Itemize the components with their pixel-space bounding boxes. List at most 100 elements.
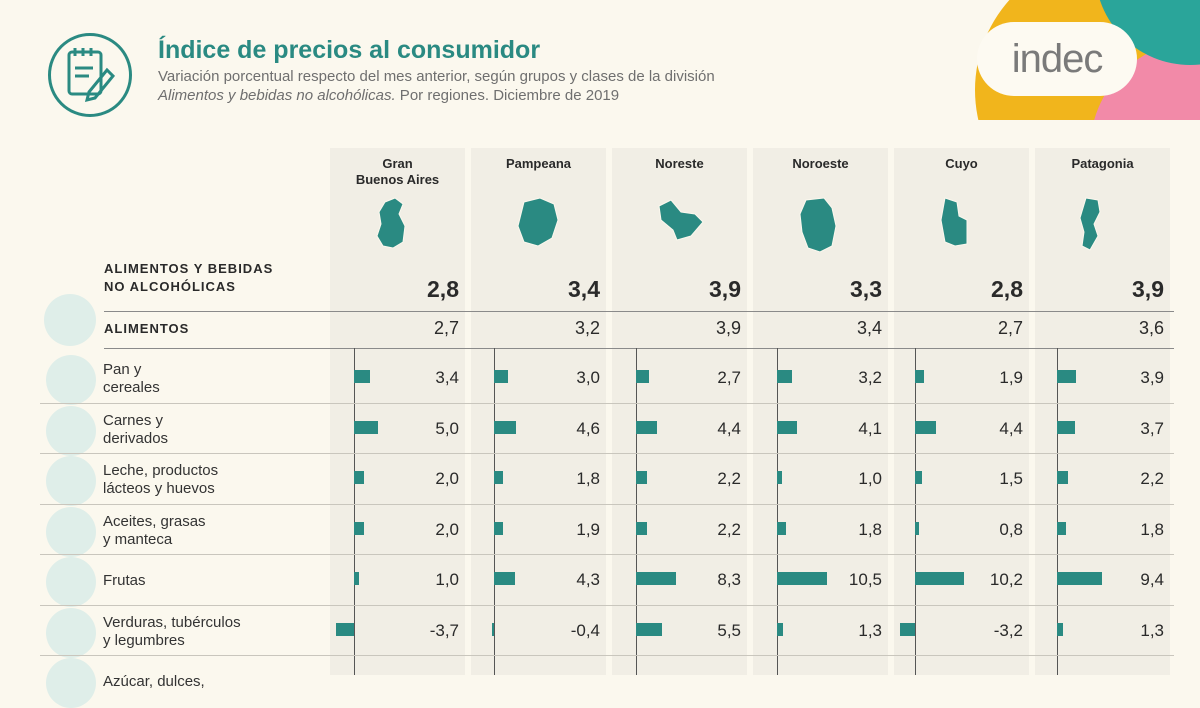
class-label: Carnes y derivados <box>103 411 169 447</box>
value-bar <box>354 420 378 434</box>
value-bar <box>777 420 797 434</box>
noreste-map-icon <box>657 199 704 241</box>
group-value: 2,7 <box>433 318 459 338</box>
noroeste-map-icon <box>798 197 837 253</box>
class-label: Leche, productos lácteos y huevos <box>103 462 219 497</box>
row-divider <box>40 554 1174 555</box>
gba-map-icon <box>375 197 406 249</box>
value-label: 3,0 <box>576 368 600 387</box>
group-value: 3,4 <box>856 318 882 338</box>
value-bar <box>354 572 359 585</box>
value-label: 1,3 <box>1140 620 1164 640</box>
value-bar <box>915 471 923 484</box>
value-bar <box>1057 471 1068 484</box>
value-label: 3,2 <box>858 368 882 387</box>
value-bar <box>636 572 676 585</box>
sugar-icon <box>46 658 96 708</box>
region-header: Gran Buenos Aires <box>355 156 440 187</box>
value-bar <box>636 370 649 383</box>
meat-icon <box>46 405 96 456</box>
value-label: 2,2 <box>1140 469 1164 488</box>
vegetables-icon <box>46 607 96 658</box>
group-value: 2,7 <box>997 318 1023 338</box>
subtitle-rest: Por regiones. Diciembre de 2019 <box>395 87 620 104</box>
indec-logo: indec <box>977 22 1137 96</box>
value-bar <box>1057 370 1076 383</box>
value-bar <box>636 471 647 484</box>
value-bar <box>354 471 364 484</box>
value-bar <box>494 370 509 383</box>
value-bar <box>777 370 793 383</box>
division-value: 3,9 <box>1132 276 1164 302</box>
value-label: 4,1 <box>858 418 882 438</box>
bread-cereal-icon <box>46 355 96 405</box>
value-bar <box>1057 521 1066 535</box>
banana-icon <box>46 557 96 607</box>
value-bar <box>915 370 925 383</box>
value-label: 9,4 <box>1140 570 1164 589</box>
zero-axis <box>494 348 495 675</box>
value-label: 10,2 <box>989 570 1023 589</box>
value-label: 1,9 <box>999 368 1023 387</box>
value-label: 3,4 <box>435 368 459 387</box>
value-label: -3,2 <box>993 620 1023 640</box>
notepad-pencil-icon <box>48 33 132 117</box>
zero-axis <box>915 348 916 675</box>
value-bar <box>777 471 782 484</box>
value-label: 3,9 <box>1140 368 1164 387</box>
value-label: 0,8 <box>999 519 1023 539</box>
value-bar <box>915 420 937 434</box>
value-label: 10,5 <box>848 570 882 589</box>
zero-axis <box>636 348 637 675</box>
class-label: Frutas <box>103 572 146 589</box>
value-label: 4,3 <box>576 570 600 589</box>
group-value: 3,6 <box>1138 318 1164 338</box>
value-bar <box>915 572 964 585</box>
value-bar <box>636 622 663 636</box>
subtitle-italic: Alimentos y bebidas no alcohólicas. <box>158 87 396 104</box>
row-divider <box>40 655 1174 656</box>
value-bar <box>494 420 517 434</box>
division-divider <box>104 311 1174 312</box>
value-label: 2,0 <box>435 469 459 488</box>
division-value: 2,8 <box>427 276 459 302</box>
zero-axis <box>1057 348 1058 675</box>
region-header: Patagonia <box>1071 156 1134 171</box>
group-value: 3,2 <box>574 318 600 338</box>
row-divider <box>40 402 1174 404</box>
value-label: 5,5 <box>717 620 741 640</box>
milk-eggs-icon <box>46 456 96 506</box>
oil-butter-icon <box>46 506 96 557</box>
value-label: 1,8 <box>576 469 600 488</box>
value-bar <box>1057 622 1064 636</box>
value-label: 4,4 <box>717 418 741 438</box>
groceries-icon <box>44 294 96 346</box>
value-bar <box>494 471 503 484</box>
region-header: Pampeana <box>505 156 572 171</box>
value-bar <box>777 622 784 636</box>
division-value: 3,4 <box>568 276 600 302</box>
pampeana-map-icon <box>516 197 559 247</box>
value-bar <box>777 521 786 535</box>
class-label: Aceites, grasas y manteca <box>103 512 206 548</box>
value-bar <box>1057 572 1103 585</box>
value-bar <box>354 521 364 535</box>
value-label: 2,2 <box>717 469 741 488</box>
value-bar <box>915 521 919 535</box>
value-bar <box>1057 420 1075 434</box>
class-label: Azúcar, dulces, <box>103 673 205 690</box>
value-bar <box>899 622 915 636</box>
value-bar <box>777 572 828 585</box>
group-divider <box>104 348 1174 349</box>
value-label: 2,0 <box>435 519 459 539</box>
page-subtitle: Variación porcentual respecto del mes an… <box>158 67 858 105</box>
row-divider <box>40 453 1174 454</box>
group-label: ALIMENTOS <box>104 321 190 336</box>
value-bar <box>492 622 494 636</box>
group-value: 3,9 <box>715 318 741 338</box>
division-value: 3,9 <box>709 276 741 302</box>
page-title: Índice de precios al consumidor <box>158 36 541 64</box>
region-header: Noreste <box>655 156 704 171</box>
value-label: 2,7 <box>717 368 741 387</box>
class-label: Pan y cereales <box>103 361 160 396</box>
